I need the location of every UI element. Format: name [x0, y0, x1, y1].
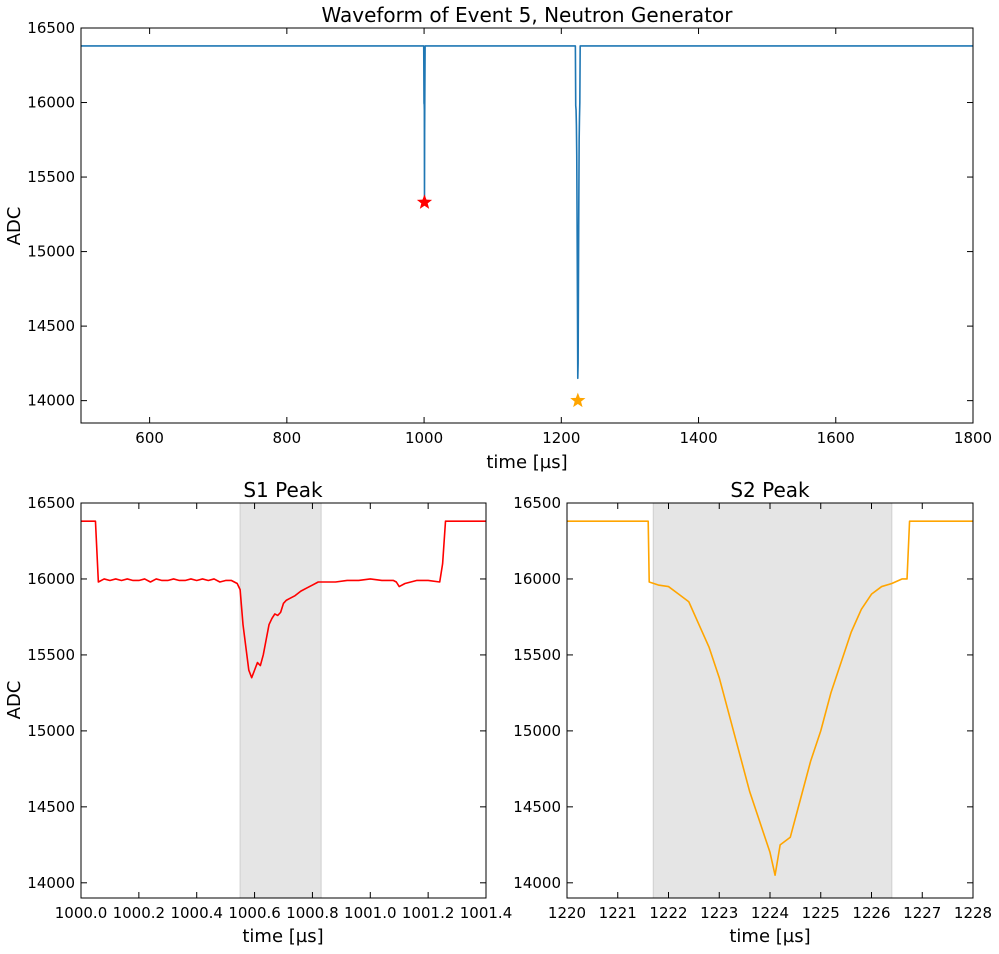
s1-title: S1 Peak: [243, 478, 323, 502]
s1-xtick-label: 1000.4: [170, 904, 223, 922]
s2-xtick-label: 1221: [599, 904, 637, 922]
s1-xtick-label: 1000.0: [55, 904, 108, 922]
s1-xtick-label: 1001.0: [344, 904, 397, 922]
s1-xlabel: time [µs]: [242, 926, 323, 947]
s2-xtick-label: 1226: [852, 904, 890, 922]
s2-xtick-label: 1227: [903, 904, 941, 922]
s1-ytick-label: 16500: [27, 494, 75, 512]
main-xtick-label: 600: [135, 429, 164, 447]
main-ytick-label: 15000: [27, 243, 75, 261]
s2-shaded-region: [652, 502, 893, 899]
main-xlabel: time [µs]: [486, 452, 567, 473]
main-ytick-label: 15500: [27, 168, 75, 186]
s1-peak-panel: S1 Peak time [µs] ADC 1000.0 1000.2 1000.4…: [4, 478, 512, 947]
main-xtick-label: 1000: [405, 429, 443, 447]
main-ytick-label: 14000: [27, 392, 75, 410]
s1-ytick-label: 14500: [27, 798, 75, 816]
s2-ytick-label: 14000: [513, 874, 561, 892]
s2-peak-panel: S2 Peak time [µs] 1220 1221 1222 1223 1224 12…: [513, 478, 992, 947]
main-axes-frame: [80, 27, 974, 424]
s2-ytick-label: 14500: [513, 798, 561, 816]
main-xtick-label: 1600: [817, 429, 855, 447]
main-xtick-label: 1400: [679, 429, 717, 447]
main-series-line-0: [81, 45, 973, 380]
s1-ytick-label: 14000: [27, 874, 75, 892]
s1-ytick-label: 15500: [27, 646, 75, 664]
s1-xtick-label: 1001.4: [460, 904, 513, 922]
s2-xtick-label: 1223: [700, 904, 738, 922]
main-star-marker-0: [416, 194, 433, 209]
s2-ytick-label: 16000: [513, 570, 561, 588]
s1-xtick-label: 1000.8: [286, 904, 339, 922]
s2-xtick-label: 1222: [649, 904, 687, 922]
main-ylabel: ADC: [4, 207, 25, 246]
s2-xtick-label: 1225: [802, 904, 840, 922]
s2-xtick-label: 1220: [548, 904, 586, 922]
s1-xtick-label: 1000.2: [113, 904, 166, 922]
main-title: Waveform of Event 5, Neutron Generator: [321, 3, 733, 27]
s1-axes-frame: [80, 502, 487, 899]
s2-xtick-label: 1224: [751, 904, 789, 922]
s2-xtick-label: 1228: [954, 904, 992, 922]
main-ytick-label: 14500: [27, 317, 75, 335]
s2-ytick-label: 15000: [513, 722, 561, 740]
main-star-marker-1: [570, 392, 586, 408]
main-waveform-panel: Waveform of Event 5, Neutron Generator t…: [4, 3, 992, 473]
s1-xtick-label: 1000.6: [228, 904, 281, 922]
s2-title: S2 Peak: [730, 478, 810, 502]
s2-ytick-label: 16500: [513, 494, 561, 512]
main-xtick-label: 1800: [954, 429, 992, 447]
s1-series-line-0: [81, 520, 486, 679]
s2-ytick-label: 15500: [513, 646, 561, 664]
s1-ylabel: ADC: [4, 681, 25, 720]
main-xtick-label: 1200: [542, 429, 580, 447]
s2-xlabel: time [µs]: [729, 926, 810, 947]
main-xtick-label: 800: [273, 429, 302, 447]
s2-series-line-0: [567, 520, 973, 877]
s1-ytick-label: 15000: [27, 722, 75, 740]
main-ytick-label: 16000: [27, 94, 75, 112]
s1-shaded-region: [239, 502, 322, 899]
s1-xtick-label: 1001.2: [402, 904, 455, 922]
main-ytick-label: 16500: [27, 19, 75, 37]
s1-ytick-label: 16000: [27, 570, 75, 588]
